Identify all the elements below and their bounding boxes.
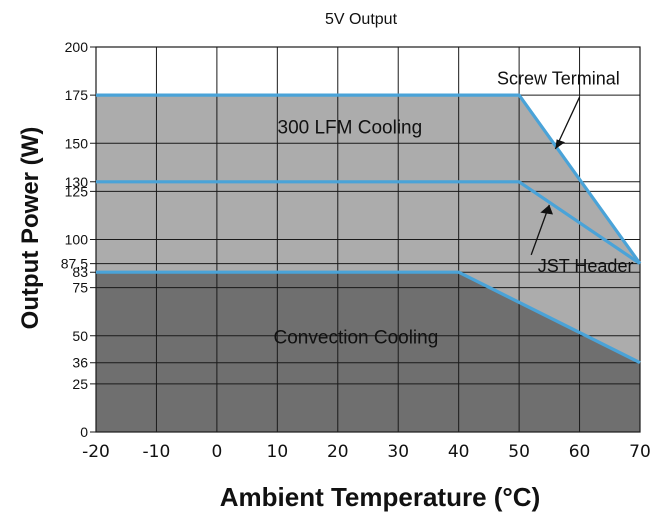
y-tick-label: 36 <box>72 355 88 371</box>
series-line <box>96 93 642 265</box>
callout-jst-header: JST Header <box>538 256 634 276</box>
area-label-convection: Convection Cooling <box>274 327 439 348</box>
y-tick-label: 25 <box>72 376 88 392</box>
series-line <box>96 270 641 365</box>
x-tick-label: -10 <box>143 442 171 462</box>
series-line <box>96 180 641 265</box>
y-tick-label: 75 <box>72 280 88 296</box>
y-tick-label: 130 <box>65 174 89 190</box>
y-tick-label: 0 <box>80 424 88 440</box>
callout-arrowhead-jst-header <box>540 204 553 215</box>
y-tick-label: 50 <box>72 328 88 344</box>
y-tick-label: 150 <box>65 135 89 151</box>
y-tick-label: 125 <box>65 183 89 199</box>
x-tick-label: 60 <box>569 442 591 462</box>
y-tick-label: 87.5 <box>61 256 88 272</box>
y-tick-label: 200 <box>65 39 89 55</box>
y-axis-label: Output Power (W) <box>17 127 44 330</box>
area-label-300lfm: 300 LFM Cooling <box>278 118 423 139</box>
x-tick-label: 0 <box>211 442 222 462</box>
callout-arrowhead-screw-terminal <box>555 139 565 149</box>
x-tick-label: 30 <box>387 442 409 462</box>
area-convection-cooling <box>96 272 640 432</box>
x-tick-label: 10 <box>267 442 289 462</box>
y-tick-label: 83 <box>72 264 88 280</box>
x-tick-label: 40 <box>448 442 470 462</box>
y-tick-label: 175 <box>65 87 89 103</box>
plot-frame <box>95 46 641 433</box>
callout-screw-terminal: Screw Terminal <box>497 69 620 89</box>
x-tick-label: -20 <box>82 442 110 462</box>
x-tick-label: 70 <box>629 442 651 462</box>
x-tick-label: 20 <box>327 442 349 462</box>
x-axis-label: Ambient Temperature (°C) <box>220 482 541 512</box>
callout-leader-screw-terminal <box>554 96 581 150</box>
chart-title: 5V Output <box>325 11 398 28</box>
y-tick-label: 100 <box>65 232 89 248</box>
x-tick-label: 50 <box>508 442 530 462</box>
